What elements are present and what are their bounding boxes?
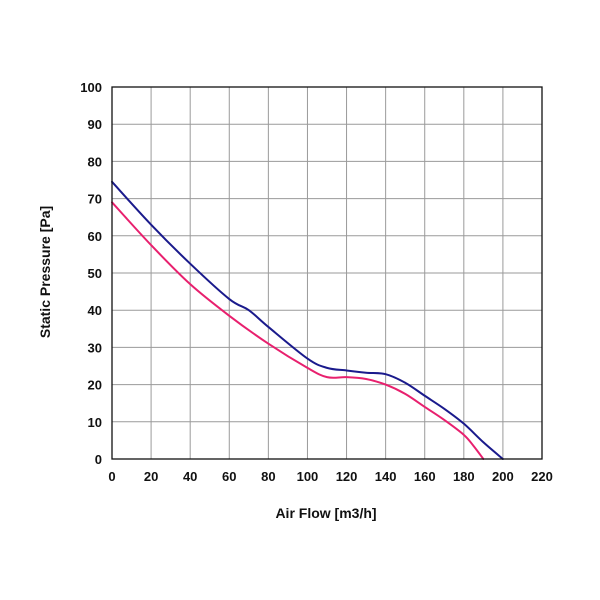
y-tick-label: 60 xyxy=(88,229,102,244)
x-tick-label: 140 xyxy=(375,469,397,484)
x-tick-label: 0 xyxy=(108,469,115,484)
y-tick-label: 40 xyxy=(88,303,102,318)
x-tick-label: 180 xyxy=(453,469,475,484)
y-axis-title: Static Pressure [Pa] xyxy=(37,206,53,338)
x-axis-title: Air Flow [m3/h] xyxy=(275,505,376,521)
grid xyxy=(111,86,543,460)
y-tick-label: 50 xyxy=(88,266,102,281)
series-lines xyxy=(111,180,504,460)
series-line-2 xyxy=(111,201,485,460)
x-tick-label: 80 xyxy=(261,469,275,484)
x-tick-label: 60 xyxy=(222,469,236,484)
y-tick-label: 90 xyxy=(88,117,102,132)
y-tick-label: 0 xyxy=(95,452,102,467)
series-line-1 xyxy=(111,180,504,460)
x-tick-label: 220 xyxy=(531,469,553,484)
x-tick-label: 100 xyxy=(297,469,319,484)
x-tick-label: 200 xyxy=(492,469,514,484)
y-tick-labels: 0 10 20 30 40 50 60 70 80 90 100 xyxy=(80,80,102,467)
x-tick-label: 20 xyxy=(144,469,158,484)
y-tick-label: 80 xyxy=(88,154,102,169)
plot-frame xyxy=(111,86,543,460)
y-tick-label: 10 xyxy=(88,415,102,430)
x-tick-label: 40 xyxy=(183,469,197,484)
y-tick-label: 30 xyxy=(88,340,102,355)
x-tick-label: 120 xyxy=(336,469,358,484)
y-tick-label: 100 xyxy=(80,80,102,95)
x-tick-labels: 0 20 40 60 80 100 120 140 160 180 200 220 xyxy=(108,469,552,484)
y-tick-label: 20 xyxy=(88,378,102,393)
x-tick-label: 160 xyxy=(414,469,436,484)
y-tick-label: 70 xyxy=(88,192,102,207)
